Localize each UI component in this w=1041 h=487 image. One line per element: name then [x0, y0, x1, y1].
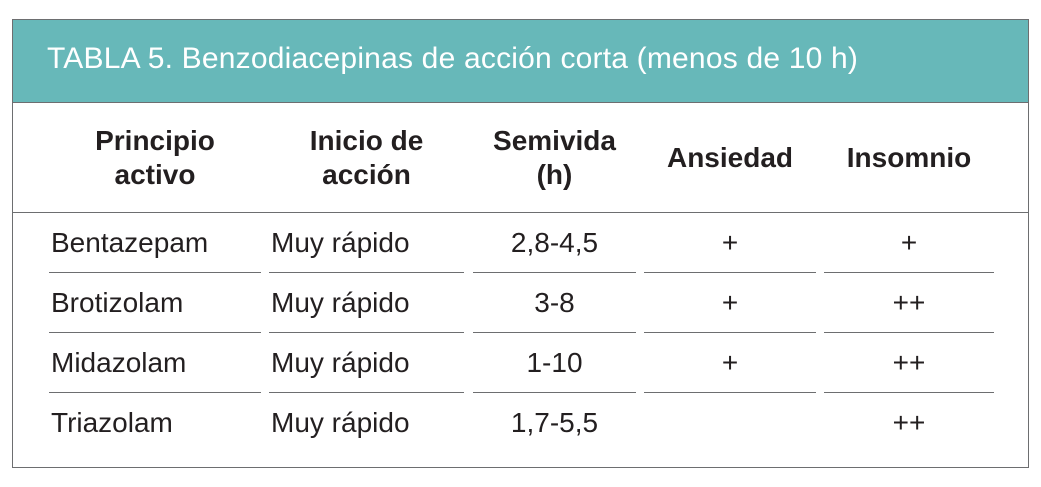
cell-insomnio: ++ — [892, 347, 926, 378]
header-semivida: Semivida (h) — [473, 103, 636, 212]
row-divider — [644, 272, 816, 273]
header-semivida-line2: (h) — [536, 158, 573, 190]
table-row: Midazolam Muy rápido 1-10 + ++ — [13, 333, 1028, 393]
table-title-bar: TABLA 5. Benzodiacepinas de acción corta… — [13, 20, 1028, 103]
row-divider — [824, 392, 994, 393]
header-ansiedad: Ansiedad — [644, 103, 816, 212]
row-divider — [473, 272, 636, 273]
cell-insomnio: ++ — [892, 407, 926, 438]
cell-principio: Brotizolam — [51, 287, 184, 318]
row-divider — [269, 332, 464, 333]
header-principio-line2: activo — [114, 158, 196, 190]
cell-semivida: 1-10 — [526, 347, 583, 378]
header-principio-activo: Principio activo — [49, 103, 261, 212]
cell-inicio: Muy rápido — [271, 227, 410, 258]
header-insomnio-line1: Insomnio — [846, 141, 972, 173]
table-title: TABLA 5. Benzodiacepinas de acción corta… — [47, 42, 859, 75]
header-ansiedad-line1: Ansiedad — [666, 141, 794, 173]
cell-inicio: Muy rápido — [271, 287, 410, 318]
table-row: Bentazepam Muy rápido 2,8-4,5 + + — [13, 213, 1028, 273]
row-divider — [644, 332, 816, 333]
header-inicio-line1: Inicio de — [309, 124, 424, 156]
cell-semivida: 1,7-5,5 — [510, 407, 599, 438]
cell-semivida: 3-8 — [534, 287, 575, 318]
table-row: Brotizolam Muy rápido 3-8 + ++ — [13, 273, 1028, 333]
cell-insomnio: ++ — [892, 287, 926, 318]
cell-principio: Midazolam — [51, 347, 187, 378]
row-divider — [269, 272, 464, 273]
cell-principio: Triazolam — [51, 407, 173, 438]
table-header-row: Principio activo Inicio de acción Semivi… — [13, 103, 1028, 213]
header-insomnio: Insomnio — [824, 103, 994, 212]
cell-inicio: Muy rápido — [271, 407, 410, 438]
header-inicio-accion: Inicio de acción — [269, 103, 464, 212]
header-semivida-line1: Semivida — [493, 124, 616, 156]
cell-insomnio: + — [900, 227, 918, 258]
cell-semivida: 2,8-4,5 — [510, 227, 599, 258]
cell-inicio: Muy rápido — [271, 347, 410, 378]
benzodiazepine-table: TABLA 5. Benzodiacepinas de acción corta… — [12, 19, 1029, 468]
cell-ansiedad — [644, 393, 816, 453]
cell-ansiedad: + — [721, 347, 739, 378]
cell-ansiedad: + — [721, 227, 739, 258]
row-divider — [473, 332, 636, 333]
row-divider — [824, 332, 994, 333]
row-divider — [473, 392, 636, 393]
row-divider — [49, 332, 261, 333]
cell-ansiedad: + — [721, 287, 739, 318]
header-inicio-line2: acción — [322, 158, 411, 190]
row-divider — [824, 272, 994, 273]
header-principio-line1: Principio — [95, 124, 215, 156]
cell-principio: Bentazepam — [51, 227, 209, 258]
row-divider — [269, 392, 464, 393]
table-row: Triazolam Muy rápido 1,7-5,5 ++ — [13, 393, 1028, 453]
row-divider — [49, 272, 261, 273]
row-divider — [49, 392, 261, 393]
row-divider — [644, 392, 816, 393]
